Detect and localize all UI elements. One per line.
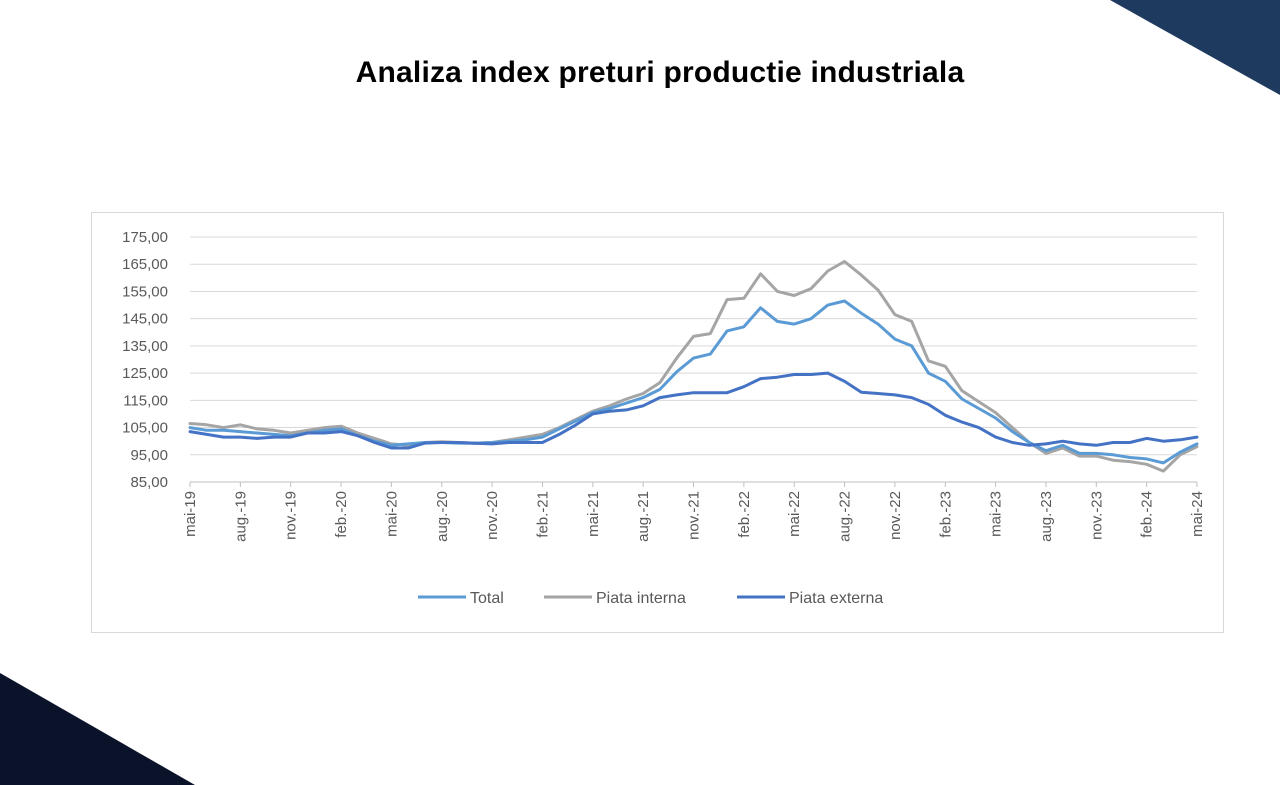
x-tick-label: feb.-21 xyxy=(534,491,551,538)
x-tick-label: aug.-22 xyxy=(837,491,854,542)
x-tick-label: nov.-23 xyxy=(1088,491,1105,540)
x-tick-label: feb.-20 xyxy=(333,491,350,538)
series-line-total xyxy=(188,299,1199,465)
page-title: Analiza index preturi productie industri… xyxy=(355,56,965,89)
x-tick-label: feb.-23 xyxy=(937,491,954,538)
y-tick-label: 145,00 xyxy=(122,311,168,328)
y-tick-label: 95,00 xyxy=(130,447,168,464)
y-tick-label: 125,00 xyxy=(122,365,168,382)
bottom-left-accent xyxy=(0,673,195,785)
x-tick-label: nov.-20 xyxy=(484,491,501,540)
x-tick-label: aug.-23 xyxy=(1038,491,1055,542)
y-tick-label: 85,00 xyxy=(130,474,168,491)
x-tick-label: nov.-22 xyxy=(887,491,904,540)
x-tick-label: mai-24 xyxy=(1189,491,1206,537)
top-right-accent-shape xyxy=(1110,0,1280,95)
x-tick-label: mai-19 xyxy=(182,491,199,537)
y-tick-label: 175,00 xyxy=(122,229,168,246)
legend-label: Total xyxy=(470,590,504,607)
chart-frame: 85,00 95,00 105,00 115,00 125,00 135,00 145,00… xyxy=(91,212,1224,633)
y-tick-label: 105,00 xyxy=(122,420,168,437)
x-tick-label: mai-20 xyxy=(383,491,400,537)
line-chart: 85,00 95,00 105,00 115,00 125,00 135,00 145,00… xyxy=(122,229,1206,607)
legend-label: Piata externa xyxy=(789,590,883,607)
y-tick-label: 115,00 xyxy=(123,392,168,409)
top-right-accent xyxy=(1110,0,1280,95)
x-tick-label: aug.-21 xyxy=(635,491,652,542)
x-tick-label: nov.-19 xyxy=(283,491,300,540)
x-tick-label: nov.-21 xyxy=(686,491,703,540)
bottom-left-accent-shape xyxy=(0,673,195,785)
y-tick-label: 165,00 xyxy=(122,256,168,273)
x-tick-label: aug.-20 xyxy=(434,491,451,542)
x-tick-label: feb.-22 xyxy=(736,491,753,538)
y-tick-label: 155,00 xyxy=(122,283,168,300)
x-tick-label: mai-21 xyxy=(585,491,602,537)
y-tick-label: 135,00 xyxy=(122,338,168,355)
x-tick-label: aug.-19 xyxy=(232,491,249,542)
legend-label: Piata interna xyxy=(596,590,686,607)
x-tick-label: feb.-24 xyxy=(1139,491,1156,538)
x-tick-label: mai-23 xyxy=(988,491,1005,537)
series-line-piata-externa xyxy=(188,371,1199,450)
x-tick-label: mai-22 xyxy=(786,491,803,537)
series-line-piata-interna xyxy=(188,260,1199,473)
